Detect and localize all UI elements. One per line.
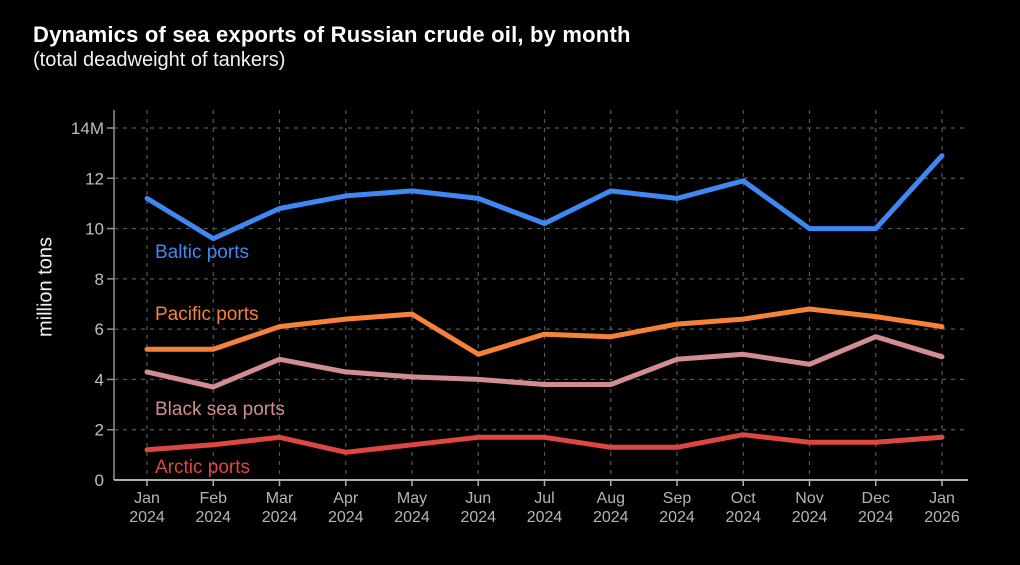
y-tick-label: 4 (95, 370, 104, 389)
y-tick-label: 14M (71, 119, 104, 138)
series-label-black-sea-ports: Black sea ports (155, 399, 285, 420)
x-tick-label: Oct 2024 (725, 490, 761, 526)
x-tick-label: Nov 2024 (792, 490, 828, 526)
series-label-pacific-ports: Pacific ports (155, 304, 258, 325)
series-line-pacific-ports (144, 306, 945, 357)
y-tick-label: 0 (95, 471, 104, 490)
x-tick-label: Sep 2024 (659, 490, 695, 526)
x-tick-label: Jun 2024 (460, 490, 496, 526)
series-line-black-sea-ports (144, 334, 945, 390)
series-line-baltic-ports (144, 153, 945, 242)
x-tick-label: Dec 2024 (858, 490, 894, 526)
x-tick-label: Feb 2024 (195, 490, 231, 526)
chart-subtitle: (total deadweight of tankers) (33, 49, 286, 71)
y-tick-label: 12 (85, 169, 104, 188)
x-tick-label: May 2024 (394, 490, 430, 526)
x-tick-label: Apr 2024 (328, 490, 364, 526)
series-label-baltic-ports: Baltic ports (155, 242, 249, 263)
x-tick-label: Aug 2024 (593, 490, 629, 526)
x-tick-label: Jan 2026 (924, 490, 960, 526)
y-tick-label: 6 (95, 320, 104, 339)
x-tick-label: Mar 2024 (262, 490, 298, 526)
series-line-arctic-ports (144, 432, 945, 455)
y-tick-label: 8 (95, 270, 104, 289)
y-tick-label: 2 (95, 421, 104, 440)
y-axis-label: million tons (34, 236, 57, 338)
y-tick-label: 10 (85, 220, 104, 239)
series-label-arctic-ports: Arctic ports (155, 457, 250, 478)
x-tick-label: Jul 2024 (527, 490, 563, 526)
x-tick-label: Jan 2024 (129, 490, 165, 526)
chart-title: Dynamics of sea exports of Russian crude… (33, 22, 631, 47)
chart-header: Dynamics of sea exports of Russian crude… (33, 21, 631, 73)
